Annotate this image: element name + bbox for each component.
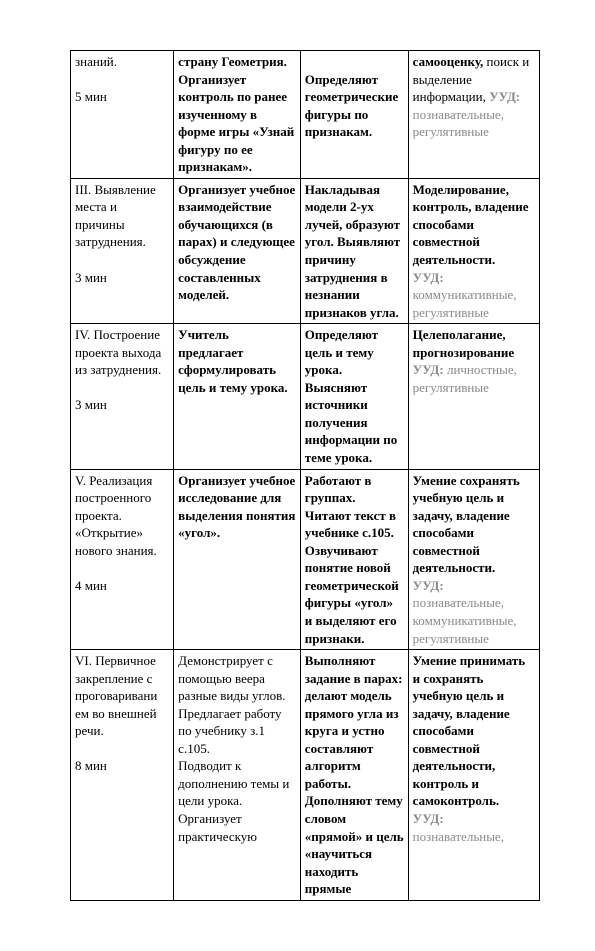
text-segment: познавательные, коммуникативные, регулят… — [413, 595, 517, 645]
text-segment: Умение принимать и сохранять учебную цел… — [413, 653, 525, 808]
text-segment: коммуникативные, регулятивные — [413, 287, 517, 320]
cell-line: VI. Первичное закрепление с проговариван… — [75, 652, 169, 740]
text-segment: самооценку, — [413, 54, 487, 69]
cell-line: 5 мин — [75, 88, 169, 106]
text-segment: УУД: — [413, 270, 444, 285]
table-cell: Демонстрирует с помощью веера разные вид… — [174, 650, 301, 901]
cell-line: Организует учебное исследование для выде… — [178, 472, 296, 542]
text-segment: УУД: — [413, 578, 444, 593]
cell-line: 3 мин — [75, 269, 169, 287]
cell-line — [75, 71, 169, 89]
cell-line: V. Реализация построенного проекта. «Отк… — [75, 472, 169, 560]
cell-line: УУД: личностные, регулятивные — [413, 361, 535, 396]
text-segment: познавательные, регулятивные — [413, 107, 504, 140]
table-row: VI. Первичное закрепление с проговариван… — [71, 650, 540, 901]
cell-line: страну Геометрия. — [178, 53, 296, 71]
cell-line — [75, 740, 169, 758]
table-cell: III. Выявление места и причины затруднен… — [71, 178, 174, 323]
cell-line: 4 мин — [75, 577, 169, 595]
cell-line: Целеполагание, прогнозирование — [413, 326, 535, 361]
cell-line: Организует учебное взаимодействие обучаю… — [178, 181, 296, 304]
cell-line: Демонстрирует с помощью веера разные вид… — [178, 652, 296, 757]
cell-line: знаний. — [75, 53, 169, 71]
table-cell: Организует учебное исследование для выде… — [174, 469, 301, 649]
text-segment: познавательные, — [413, 829, 504, 844]
cell-line: Умение принимать и сохранять учебную цел… — [413, 652, 535, 810]
table-cell: V. Реализация построенного проекта. «Отк… — [71, 469, 174, 649]
table-cell: Моделирование, контроль, владение способ… — [408, 178, 539, 323]
table-cell: VI. Первичное закрепление с проговариван… — [71, 650, 174, 901]
table-cell: знаний. 5 мин — [71, 51, 174, 179]
cell-line: III. Выявление места и причины затруднен… — [75, 181, 169, 251]
table-row: III. Выявление места и причины затруднен… — [71, 178, 540, 323]
cell-line: Определяют цель и тему урока. Выясняют и… — [305, 326, 404, 466]
cell-line: Учитель предлагает сформулировать цель и… — [178, 326, 296, 396]
cell-line: IV. Построение проекта выхода из затрудн… — [75, 326, 169, 379]
table-row: V. Реализация построенного проекта. «Отк… — [71, 469, 540, 649]
table-body: знаний. 5 минстрану Геометрия.Организует… — [71, 51, 540, 901]
cell-line: Определяют геометрические фигуры по приз… — [305, 71, 404, 141]
page: знаний. 5 минстрану Геометрия.Организует… — [0, 0, 595, 951]
cell-line: УУД: познавательные, коммуникативные, ре… — [413, 577, 535, 647]
text-segment: Целеполагание, прогнозирование — [413, 327, 515, 360]
cell-line: Умение сохранять учебную цель и задачу, … — [413, 472, 535, 577]
cell-line: 3 мин — [75, 396, 169, 414]
lesson-table: знаний. 5 минстрану Геометрия.Организует… — [70, 50, 540, 901]
table-cell: Определяют геометрические фигуры по приз… — [300, 51, 408, 179]
table-cell: Умение принимать и сохранять учебную цел… — [408, 650, 539, 901]
table-cell: Организует учебное взаимодействие обучаю… — [174, 178, 301, 323]
cell-line: Моделирование, контроль, владение способ… — [413, 181, 535, 269]
cell-line: Выполняют задание в парах: делают модель… — [305, 652, 404, 898]
table-cell: страну Геометрия.Организует контроль по … — [174, 51, 301, 179]
cell-line — [305, 53, 404, 71]
text-segment: Умение сохранять учебную цель и задачу, … — [413, 473, 520, 576]
table-row: знаний. 5 минстрану Геометрия.Организует… — [71, 51, 540, 179]
table-cell: Накладывая модели 2-ух лучей, образуют у… — [300, 178, 408, 323]
cell-line — [75, 379, 169, 397]
text-segment: УУД: — [489, 89, 520, 104]
table-row: IV. Построение проекта выхода из затрудн… — [71, 324, 540, 469]
table-cell: самооценку, поиск и выделение информации… — [408, 51, 539, 179]
table-cell: Учитель предлагает сформулировать цель и… — [174, 324, 301, 469]
text-segment: Моделирование, контроль, владение способ… — [413, 182, 529, 267]
text-segment: УУД: — [413, 362, 447, 377]
text-segment: УУД: — [413, 811, 444, 826]
cell-line — [75, 251, 169, 269]
table-cell: IV. Построение проекта выхода из затрудн… — [71, 324, 174, 469]
cell-line: Накладывая модели 2-ух лучей, образуют у… — [305, 181, 404, 321]
cell-line — [75, 559, 169, 577]
cell-line: самооценку, поиск и выделение информации… — [413, 53, 535, 141]
table-cell: Целеполагание, прогнозированиеУУД: лично… — [408, 324, 539, 469]
table-cell: Определяют цель и тему урока. Выясняют и… — [300, 324, 408, 469]
cell-line: УУД: коммуникативные, регулятивные — [413, 269, 535, 322]
cell-line: Организует контроль по ранее изученному … — [178, 71, 296, 176]
cell-line: Работают в группах. Читают текст в учебн… — [305, 472, 404, 647]
cell-line: УУД: познавательные, — [413, 810, 535, 845]
table-cell: Умение сохранять учебную цель и задачу, … — [408, 469, 539, 649]
table-cell: Работают в группах. Читают текст в учебн… — [300, 469, 408, 649]
cell-line: 8 мин — [75, 757, 169, 775]
cell-line: Подводит к дополнению темы и цели урока.… — [178, 757, 296, 845]
table-cell: Выполняют задание в парах: делают модель… — [300, 650, 408, 901]
